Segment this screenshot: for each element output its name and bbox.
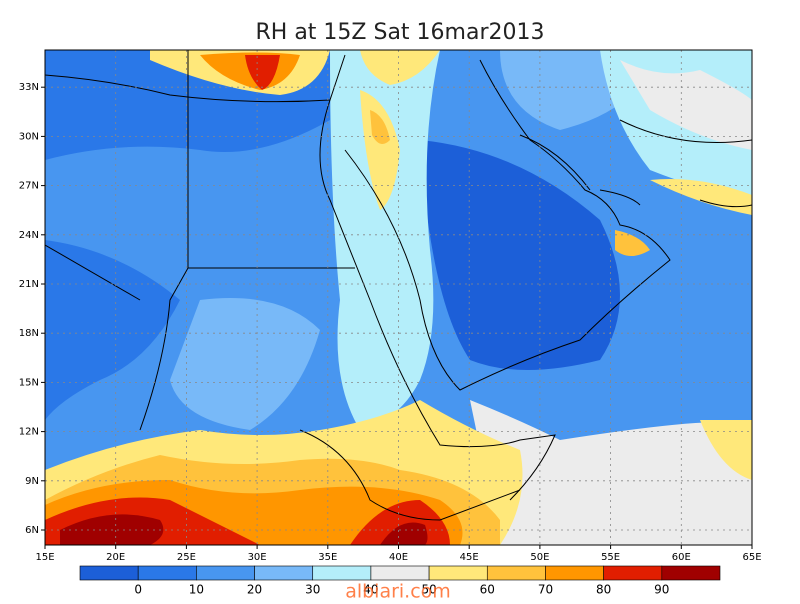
colorbar-label: 10 — [189, 583, 204, 597]
lat-tick-label: 27N — [19, 181, 39, 192]
lon-tick-label: 45E — [460, 552, 479, 563]
colorbar-box — [661, 565, 721, 581]
lon-tick-label: 60E — [672, 552, 691, 563]
colorbar-label: 0 — [134, 583, 142, 597]
colorbar-box — [312, 565, 372, 581]
colorbar-box — [428, 565, 488, 581]
lon-tick-label: 30E — [248, 552, 267, 563]
colorbar-box — [370, 565, 430, 581]
colorbar-label: 90 — [654, 583, 669, 597]
colorbar-label: 80 — [596, 583, 611, 597]
map-title: RH at 15Z Sat 16mar2013 — [256, 20, 545, 45]
colorbar-label: 20 — [247, 583, 262, 597]
colorbar-label: 60 — [480, 583, 495, 597]
watermark: albiari.com — [345, 581, 451, 601]
colorbar: 0 10 20 30 40 50 60 70 80 90 — [79, 565, 721, 597]
colorbar-label: 30 — [305, 583, 320, 597]
lon-tick-label: 25E — [177, 552, 196, 563]
colorbar-box — [486, 565, 546, 581]
lat-tick-label: 24N — [19, 230, 39, 241]
lat-tick-label: 33N — [19, 82, 39, 93]
lat-tick-label: 21N — [19, 279, 39, 290]
graticule — [45, 50, 752, 545]
lat-tick-label: 18N — [19, 328, 39, 339]
lat-tick-label: 9N — [25, 476, 39, 487]
colorbar-label: 50 — [421, 583, 436, 597]
lat-tick-label: 6N — [25, 525, 39, 536]
colorbar-box — [254, 565, 314, 581]
colorbar-label: 40 — [363, 583, 378, 597]
lat-tick-label: 30N — [19, 131, 39, 142]
rh-field — [45, 50, 752, 545]
lon-tick-label: 55E — [601, 552, 620, 563]
lon-tick-label: 40E — [389, 552, 408, 563]
colorbar-box — [603, 565, 663, 581]
colorbar-box — [79, 565, 139, 581]
lat-tick-label: 15N — [19, 377, 39, 388]
lat-tick-label: 12N — [19, 427, 39, 438]
lon-tick-label: 50E — [530, 552, 549, 563]
colorbar-label: 70 — [538, 583, 553, 597]
colorbar-box — [545, 565, 604, 581]
colorbar-box — [137, 565, 197, 581]
lon-tick-label: 15E — [35, 552, 54, 563]
lon-tick-label: 65E — [742, 552, 761, 563]
lon-tick-label: 35E — [318, 552, 337, 563]
colorbar-box — [196, 565, 255, 581]
lon-tick-label: 20E — [106, 552, 125, 563]
